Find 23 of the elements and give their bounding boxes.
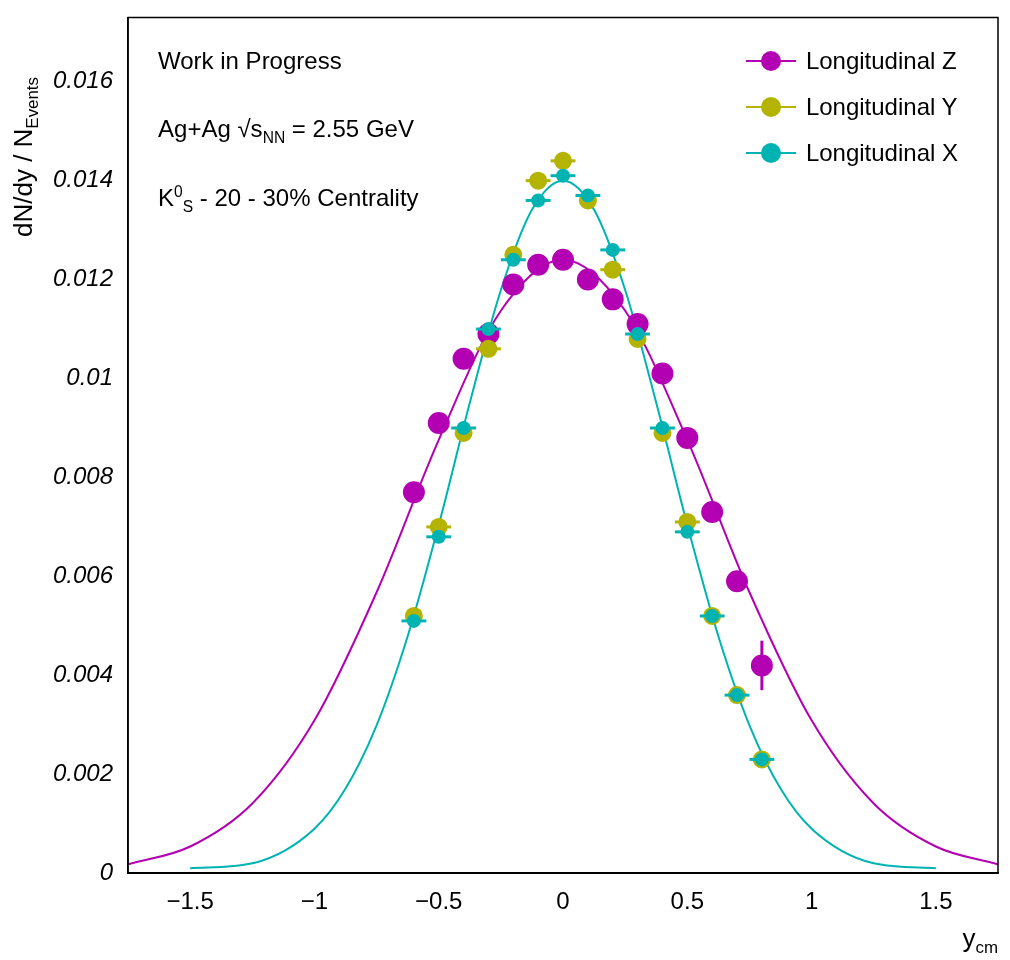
x-tick-label: 0.5 xyxy=(670,887,704,915)
x-tick-label: 1 xyxy=(804,887,819,915)
y-tick-label: 0.012 xyxy=(53,264,114,292)
x-tick-label: −1.5 xyxy=(166,887,214,915)
y-tick-label: 0 xyxy=(99,857,114,885)
annotation: Ag+Ag √s$_{NN}$ = 2.55 GeV xyxy=(158,115,414,148)
y-tick-label: 0.008 xyxy=(53,462,114,490)
y-tick-label: 0.016 xyxy=(53,66,114,94)
legend-label: Longitudinal Z xyxy=(805,47,957,76)
annotation: Work in Progress xyxy=(158,47,342,76)
y-tick-label: 0.01 xyxy=(66,363,114,391)
legend-label: Longitudinal X xyxy=(805,139,958,168)
y-tick-label: 0.004 xyxy=(53,660,114,687)
x-tick-label: −1 xyxy=(300,887,329,915)
x-tick-label: 1.5 xyxy=(919,887,953,915)
y-tick-label: 0.014 xyxy=(53,165,114,193)
y-tick-label: 0.002 xyxy=(53,758,114,786)
annotation: K$^{0}$$_{S}$ - 20 - 30% Centrality xyxy=(158,183,419,217)
y-tick-label: 0.006 xyxy=(53,561,114,589)
x-axis-title: y$_{cm}$ xyxy=(962,923,998,959)
legend-label: Longitudinal Y xyxy=(805,93,958,122)
x-tick-label: 0 xyxy=(556,887,570,915)
x-tick-label: −0.5 xyxy=(415,887,463,915)
